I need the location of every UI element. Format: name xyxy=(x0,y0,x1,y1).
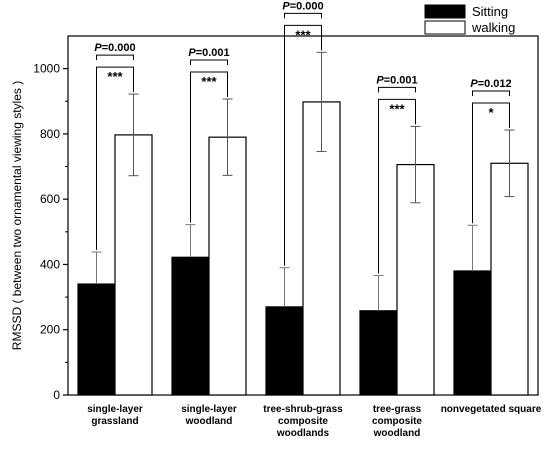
p-value-bracket xyxy=(378,86,416,93)
p-symbol: P xyxy=(282,0,290,12)
bar-sitting xyxy=(453,270,492,396)
significance-stars: * xyxy=(488,105,494,120)
x-tick-label: grassland xyxy=(91,416,138,427)
x-tick-label: woodlands xyxy=(276,428,330,439)
bars xyxy=(77,51,529,396)
y-tick-label: 200 xyxy=(40,323,60,337)
p-value-bracket xyxy=(472,90,510,96)
bar-walking xyxy=(114,134,153,396)
bar-sitting xyxy=(359,310,398,396)
bar-walking xyxy=(490,162,529,396)
p-value-label: P=0.000 xyxy=(94,42,135,54)
significance-stars: *** xyxy=(201,74,217,89)
x-tick-label: composite xyxy=(278,416,328,427)
legend-swatch-walking xyxy=(424,20,466,35)
bar-sitting xyxy=(265,306,304,396)
p-symbol: P xyxy=(188,47,196,59)
p-symbol: P xyxy=(470,78,478,90)
p-value: =0.001 xyxy=(196,47,230,59)
x-tick-label: nonvegetated square xyxy=(441,404,542,415)
y-axis-label: RMSSD ( between two ornamental viewing s… xyxy=(10,81,24,350)
bar-sitting xyxy=(171,256,210,396)
significance-bracket xyxy=(284,24,322,266)
p-value: =0.000 xyxy=(290,0,324,12)
legend-label-sitting: Sitting xyxy=(472,4,508,19)
p-value: =0.001 xyxy=(384,74,418,86)
p-value: =0.000 xyxy=(102,42,136,54)
x-tick-label: woodland xyxy=(373,428,421,439)
y-tick-label: 400 xyxy=(40,257,60,271)
significance-bracket xyxy=(472,102,510,224)
y-tick-label: 1000 xyxy=(33,62,60,76)
significance-stars: *** xyxy=(107,69,123,84)
significance-bracket xyxy=(190,71,228,223)
y-tick-label: 600 xyxy=(40,192,60,206)
p-value: =0.012 xyxy=(478,78,512,90)
p-value-bracket xyxy=(284,12,322,19)
x-tick-label: tree-shrub-grass xyxy=(263,404,343,415)
x-tick-label: single-layer xyxy=(87,404,143,415)
category-labels: single-layergrasslandsingle-layerwoodlan… xyxy=(87,404,542,439)
p-symbol: P xyxy=(94,42,102,54)
significance-stars: *** xyxy=(389,101,405,116)
p-value-label: P=0.001 xyxy=(188,47,229,59)
significance-stars: *** xyxy=(295,27,311,42)
legend-swatch-sitting xyxy=(424,4,466,19)
significance-annotations: P=0.000***P=0.001***P=0.000***P=0.001***… xyxy=(94,0,512,274)
p-value-bracket xyxy=(96,54,134,61)
x-tick-label: tree-grass xyxy=(373,404,422,415)
x-tick-label: composite xyxy=(372,416,422,427)
y-tick-label: 800 xyxy=(40,127,60,141)
legend-label-walking: walking xyxy=(471,20,515,35)
p-value-bracket xyxy=(190,59,228,65)
x-tick-label: woodland xyxy=(185,416,233,427)
p-value-label: P=0.001 xyxy=(376,74,417,86)
p-symbol: P xyxy=(376,74,384,86)
p-value-label: P=0.012 xyxy=(470,78,511,90)
bar-sitting xyxy=(77,283,116,396)
p-value-label: P=0.000 xyxy=(282,0,323,12)
y-tick-label: 0 xyxy=(53,388,60,402)
x-tick-label: single-layer xyxy=(181,404,237,415)
significance-bracket xyxy=(378,98,416,274)
significance-bracket xyxy=(96,66,134,251)
